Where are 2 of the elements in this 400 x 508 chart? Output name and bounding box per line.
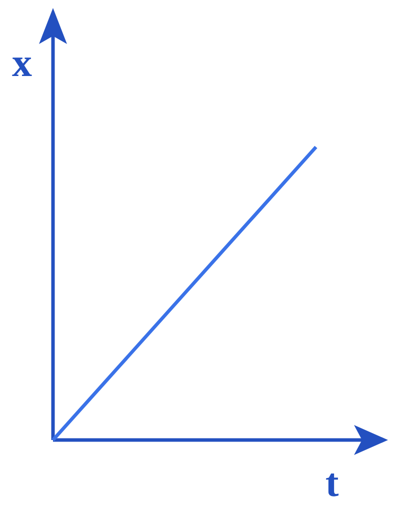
y-axis-title: x xyxy=(12,40,32,85)
x-axis-title: t xyxy=(325,460,340,505)
